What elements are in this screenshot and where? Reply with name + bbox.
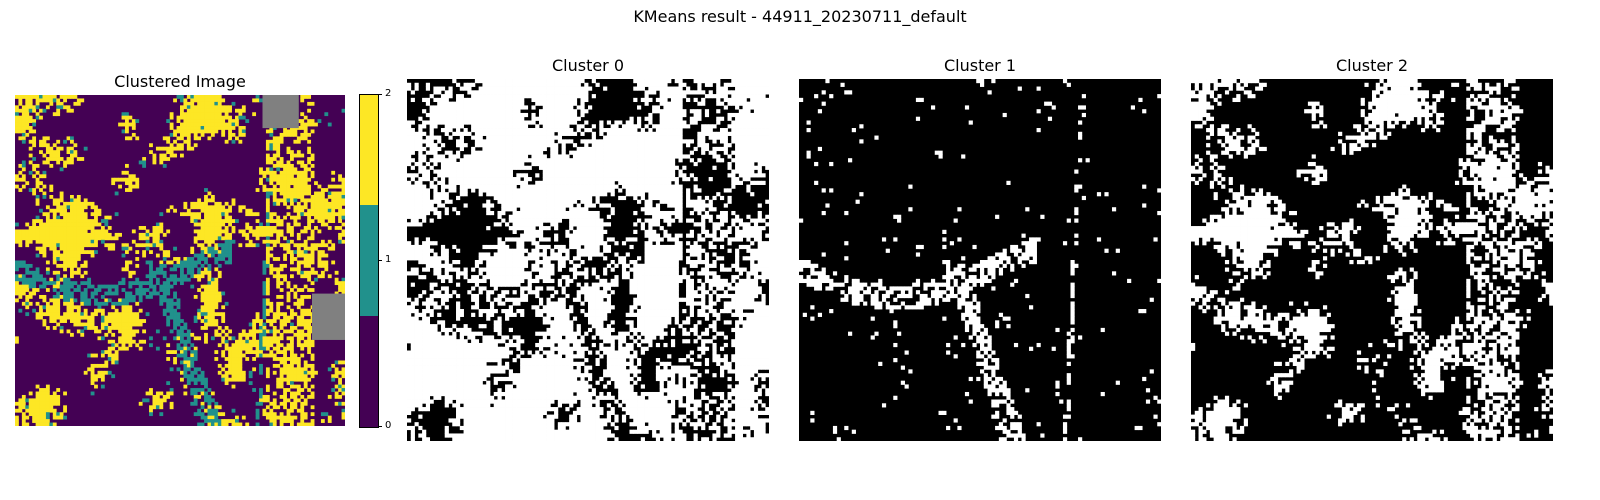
cluster-1-title: Cluster 1 bbox=[943, 56, 1017, 75]
figure-suptitle: KMeans result - 44911_20230711_default bbox=[633, 7, 967, 26]
colorbar-segment-0 bbox=[360, 316, 378, 427]
colorbar bbox=[359, 94, 379, 428]
cluster-1-mask bbox=[799, 79, 1161, 441]
colorbar-tickmark-2 bbox=[378, 94, 382, 95]
colorbar-segment-2 bbox=[360, 95, 378, 205]
clustered-image bbox=[15, 95, 345, 426]
colorbar-tickmark-0 bbox=[378, 426, 382, 427]
cluster-0-title: Cluster 0 bbox=[551, 56, 625, 75]
colorbar-tick-1: 1 bbox=[385, 254, 392, 265]
cluster-2-mask bbox=[1191, 79, 1553, 441]
colorbar-tick-0: 0 bbox=[385, 420, 392, 431]
clustered-image-title: Clustered Image bbox=[114, 72, 246, 91]
colorbar-tickmark-1 bbox=[378, 260, 382, 261]
cluster-2-title: Cluster 2 bbox=[1335, 56, 1409, 75]
colorbar-segment-1 bbox=[360, 205, 378, 316]
cluster-0-mask bbox=[407, 79, 769, 441]
colorbar-tick-2: 2 bbox=[385, 88, 392, 99]
